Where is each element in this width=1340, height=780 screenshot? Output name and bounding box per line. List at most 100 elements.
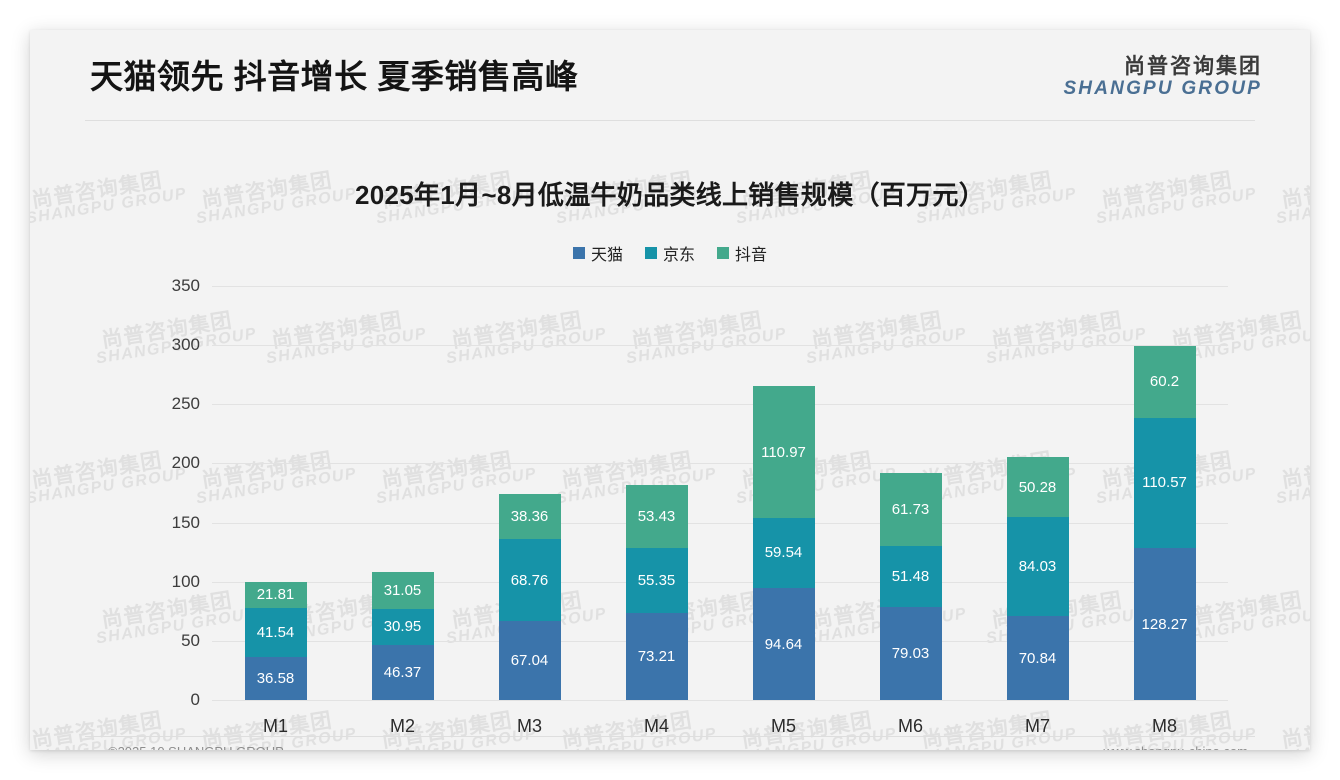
watermark-cn: 尚普咨询集团 [1280, 448, 1310, 493]
bar-group: 21.81 41.54 36.58 31.05 30.95 46.37 38.36 68.76… [212, 286, 1228, 700]
bar-slot-M6: 61.73 51.48 79.03 [847, 286, 974, 700]
bar-segment-京东[interactable]: 55.35 [625, 547, 688, 614]
gridline: 200 [172, 453, 1228, 472]
axis-area: 350 300 250 200 150 100 50 0 21.81 41.54 36.58 31.… [172, 276, 1228, 709]
bar-slot-M8: 60.2 110.57 128.27 [1101, 286, 1228, 700]
stacked-bar[interactable]: 38.36 68.76 67.04 [498, 494, 561, 700]
bar-segment-天猫[interactable]: 70.84 [1006, 616, 1069, 700]
bar-value-label: 59.54 [764, 544, 803, 562]
stacked-bar[interactable]: 53.43 55.35 73.21 [625, 484, 688, 700]
bar-segment-京东[interactable]: 41.54 [244, 607, 307, 657]
bar-segment-天猫[interactable]: 46.37 [371, 645, 434, 700]
brand-logo-cn: 尚普咨询集团 [1124, 55, 1262, 78]
bar-segment-京东[interactable]: 59.54 [752, 517, 815, 589]
gridline: 350 [172, 276, 1228, 295]
bar-segment-天猫[interactable]: 128.27 [1133, 548, 1196, 700]
bar-value-label: 110.97 [761, 443, 806, 461]
legend-swatch-icon [717, 247, 729, 259]
y-axis-tick-label: 50 [181, 630, 200, 650]
bar-value-label: 84.03 [1018, 558, 1057, 576]
bar-segment-京东[interactable]: 30.95 [371, 608, 434, 646]
legend-label: 抖音 [735, 247, 768, 264]
bar-segment-抖音[interactable]: 110.97 [752, 386, 815, 518]
stacked-bar[interactable]: 60.2 110.57 128.27 [1133, 346, 1196, 700]
bar-segment-抖音[interactable]: 53.43 [625, 484, 688, 548]
gridline: 300 [172, 335, 1228, 354]
legend-item-天猫[interactable]: 天猫 [572, 241, 623, 265]
bar-value-label: 79.03 [891, 644, 930, 662]
y-axis-tick-label: 250 [171, 394, 200, 414]
legend-label: 天猫 [590, 247, 623, 264]
bar-value-label: 67.04 [510, 651, 549, 669]
y-axis-tick-label: 300 [171, 335, 200, 355]
bar-value-label: 30.95 [383, 618, 422, 636]
gridline: 100 [172, 572, 1228, 591]
footer-website[interactable]: www.shangpu-china.com [1103, 744, 1248, 750]
watermark-en: SHANGPU GROUP [1275, 465, 1310, 508]
legend-swatch-icon [572, 247, 585, 259]
bar-slot-M5: 110.97 59.54 94.64 [720, 286, 847, 700]
bar-segment-京东[interactable]: 110.57 [1133, 417, 1196, 549]
bar-segment-抖音[interactable]: 31.05 [371, 571, 434, 609]
x-axis-label-M7: M7 [1024, 716, 1050, 736]
bar-value-label: 128.27 [1141, 615, 1188, 633]
legend-label: 京东 [662, 247, 695, 264]
bar-value-label: 51.48 [891, 567, 930, 585]
stacked-bar[interactable]: 61.73 51.48 79.03 [879, 472, 942, 700]
y-axis-tick-label: 150 [171, 512, 200, 532]
bar-segment-京东[interactable]: 51.48 [879, 545, 942, 607]
bar-segment-抖音[interactable]: 61.73 [879, 472, 942, 546]
watermark-cn: 尚普咨询集团 [1280, 708, 1310, 750]
bar-segment-抖音[interactable]: 50.28 [1006, 457, 1069, 517]
bar-value-label: 38.36 [510, 508, 549, 526]
bar-segment-抖音[interactable]: 60.2 [1133, 346, 1196, 418]
bar-value-label: 53.43 [637, 507, 676, 525]
x-axis-label-M1: M1 [262, 716, 288, 736]
x-axis-label-M5: M5 [770, 716, 796, 736]
brand-logo-en: SHANGPU GROUP [1063, 77, 1262, 99]
gridline: 150 [172, 513, 1228, 532]
bar-value-label: 41.54 [256, 623, 295, 641]
bar-value-label: 36.58 [256, 669, 295, 687]
bar-value-label: 31.05 [383, 581, 422, 599]
y-axis-tick-label: 100 [171, 571, 200, 591]
bar-value-label: 50.28 [1018, 478, 1057, 496]
bar-value-label: 61.73 [891, 500, 930, 518]
bar-slot-M2: 31.05 30.95 46.37 [339, 286, 466, 700]
footer-copyright: ©2025.10 SHANGPU GROUP [108, 744, 284, 750]
x-axis-labels: M1 M2 M3 M4 M5 M6 M7 M8 [212, 716, 1228, 737]
x-axis-label-M4: M4 [643, 716, 669, 736]
bar-value-label: 94.64 [764, 635, 803, 653]
bar-slot-M1: 21.81 41.54 36.58 [212, 286, 339, 700]
bar-segment-抖音[interactable]: 21.81 [244, 581, 307, 608]
bar-segment-抖音[interactable]: 38.36 [498, 494, 561, 540]
bar-segment-天猫[interactable]: 36.58 [244, 656, 307, 700]
slide-header: 天猫领先 抖音增长 夏季销售高峰 尚普咨询集团 SHANGPU GROUP [30, 30, 1310, 120]
watermark-en: SHANGPU GROUP [1275, 725, 1310, 750]
bar-segment-天猫[interactable]: 73.21 [625, 613, 688, 700]
bar-value-label: 70.84 [1018, 649, 1057, 667]
chart-title: 2025年1月~8月低温牛奶品类线上销售规模（百万元） [354, 180, 986, 210]
chart-legend: 天猫 京东 抖音 [30, 241, 1310, 265]
stacked-bar[interactable]: 31.05 30.95 46.37 [371, 571, 434, 700]
x-axis-label-M6: M6 [897, 716, 923, 736]
legend-item-京东[interactable]: 京东 [644, 241, 695, 265]
stacked-bar[interactable]: 50.28 84.03 70.84 [1006, 457, 1069, 700]
stacked-bar[interactable]: 21.81 41.54 36.58 [244, 581, 307, 700]
page-title: 天猫领先 抖音增长 夏季销售高峰 [90, 58, 579, 95]
bar-segment-京东[interactable]: 68.76 [498, 539, 561, 621]
gridline: 0 [191, 690, 1228, 709]
bar-value-label: 110.57 [1142, 474, 1187, 492]
legend-item-抖音[interactable]: 抖音 [717, 241, 767, 265]
bar-value-label: 68.76 [510, 571, 549, 589]
y-axis-tick-label: 350 [171, 276, 200, 295]
stacked-bar[interactable]: 110.97 59.54 94.64 [752, 386, 815, 700]
bar-segment-天猫[interactable]: 79.03 [879, 606, 942, 700]
bar-value-label: 73.21 [637, 648, 676, 666]
bar-value-label: 55.35 [637, 572, 676, 590]
bar-segment-天猫[interactable]: 94.64 [752, 588, 815, 700]
bar-segment-天猫[interactable]: 67.04 [498, 620, 561, 700]
bar-segment-京东[interactable]: 84.03 [1006, 516, 1069, 617]
